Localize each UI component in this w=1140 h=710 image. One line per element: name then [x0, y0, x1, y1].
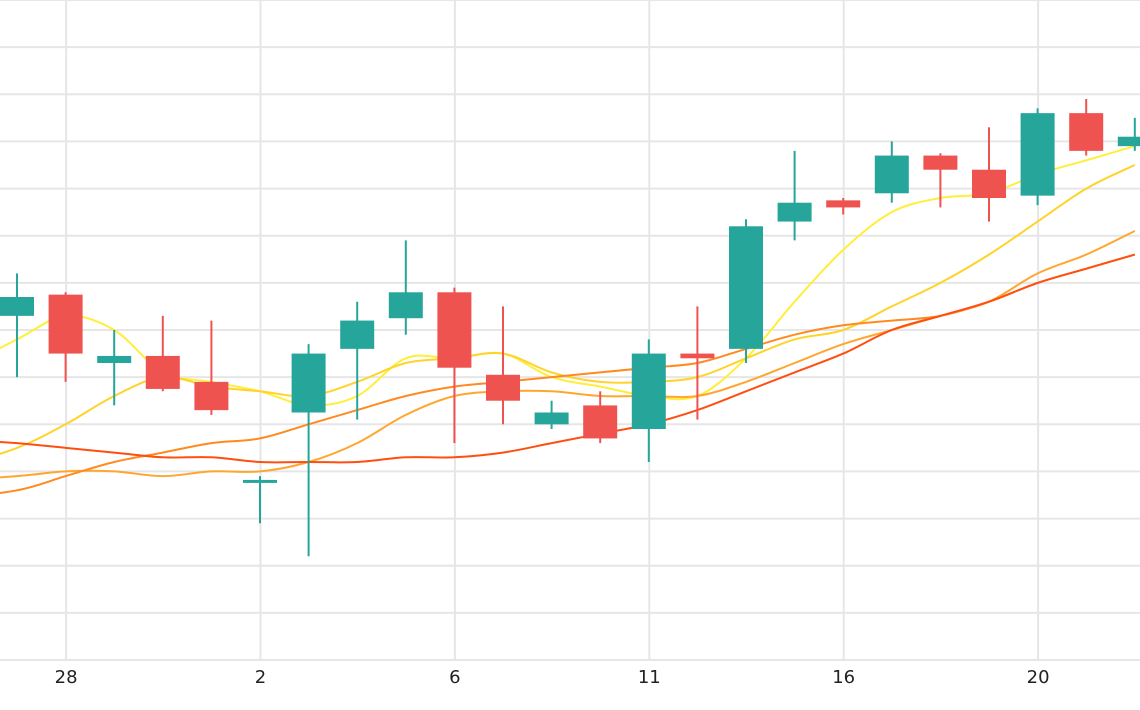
candle-down [145, 315, 180, 392]
candle-up [340, 301, 375, 420]
candle-body [583, 405, 618, 439]
candle-up [1117, 117, 1140, 151]
x-axis-ticks: 28 2 6 11 16 20 [55, 667, 1050, 688]
x-tick-label: 28 [55, 667, 78, 688]
candle-down [583, 391, 618, 444]
candle-up [97, 330, 132, 406]
candle-down [437, 287, 472, 444]
candle-body [340, 320, 375, 349]
candle-down [1069, 99, 1104, 156]
candle-body [923, 155, 958, 170]
x-tick-label: 2 [255, 667, 266, 688]
candle-body [874, 155, 909, 194]
candle-up [631, 339, 666, 462]
candle-body [0, 297, 34, 316]
candle-up [534, 400, 569, 429]
candle-down [923, 153, 958, 208]
candle-up [388, 240, 423, 335]
candle-body [777, 202, 812, 222]
candle-up [777, 150, 812, 241]
candle-body [1117, 136, 1140, 147]
candle-body [48, 294, 83, 354]
candle-body [97, 355, 132, 363]
moving-average-lines [0, 145, 1136, 495]
moving-average-line-5 [0, 253, 1136, 464]
candle-down [194, 320, 229, 415]
candle-body [972, 169, 1006, 198]
candle-body [826, 200, 861, 208]
candle-body [388, 292, 423, 319]
x-tick-label: 16 [832, 667, 855, 688]
candle-body [1069, 113, 1104, 151]
candle-down [972, 127, 1006, 222]
candle-body [680, 353, 715, 359]
candle-down [486, 306, 520, 425]
candle-body [243, 479, 277, 483]
candle-body [194, 381, 229, 411]
candle-down [826, 198, 861, 215]
candle-body [486, 374, 520, 401]
candle-body [291, 353, 326, 413]
candle-body [729, 226, 763, 349]
moving-average-line-2 [0, 164, 1136, 455]
candle-body [437, 292, 472, 368]
candle-up [243, 476, 277, 524]
candle-up [729, 219, 763, 363]
grid [0, 0, 1140, 661]
x-tick-label: 11 [638, 667, 661, 688]
candle-down [48, 292, 83, 382]
candle-body [145, 355, 180, 389]
candle-body [1020, 113, 1055, 196]
candle-body [631, 353, 666, 429]
candle-up [874, 141, 909, 203]
candle-down [680, 306, 715, 420]
candle-up [0, 273, 34, 378]
x-tick-label: 6 [449, 667, 460, 688]
candle-up [1020, 108, 1055, 206]
candle-up [291, 344, 326, 557]
candles [0, 99, 1140, 557]
x-tick-label: 20 [1027, 667, 1050, 688]
candle-body [534, 412, 569, 425]
